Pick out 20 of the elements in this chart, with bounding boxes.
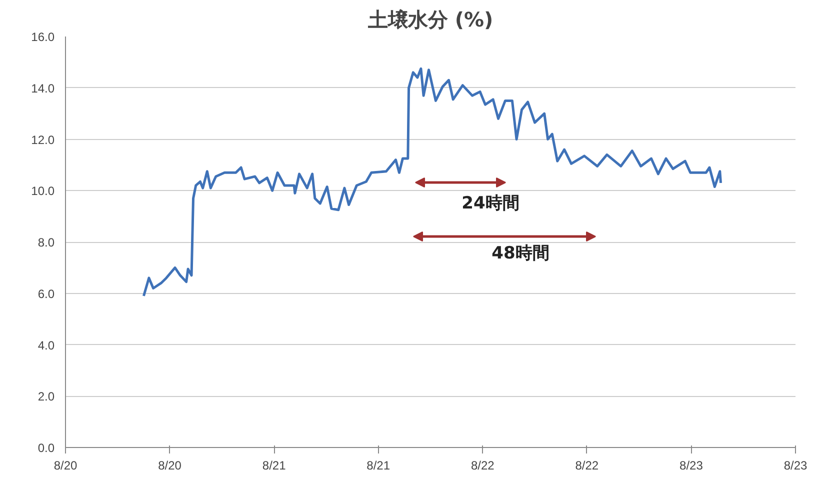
x-tick-label: 8/22 <box>575 458 599 472</box>
y-tick-label: 2.0 <box>38 390 55 404</box>
y-tick-label: 10.0 <box>31 184 55 198</box>
annotation: 48時間 <box>492 244 550 264</box>
y-tick-label: 0.0 <box>38 441 55 455</box>
x-tick-label: 8/23 <box>680 458 704 472</box>
x-tick-label: 8/21 <box>366 458 390 472</box>
y-tick-label: 4.0 <box>38 338 55 352</box>
y-tick-label: 8.0 <box>38 236 55 250</box>
y-tick-label: 14.0 <box>31 81 55 96</box>
annotation: 24時間 <box>462 194 520 214</box>
y-tick-label: 6.0 <box>38 286 55 301</box>
x-tick-label: 8/20 <box>54 458 78 472</box>
x-tick-label: 8/20 <box>158 458 182 472</box>
x-tick-label: 8/22 <box>470 458 495 472</box>
y-tick-label: 16.0 <box>31 30 55 44</box>
chart-title: 土壌水分 (%) <box>366 8 494 32</box>
x-tick-label: 8/23 <box>784 458 808 472</box>
x-tick-label: 8/21 <box>262 458 286 472</box>
y-tick-label: 12.0 <box>31 132 55 147</box>
